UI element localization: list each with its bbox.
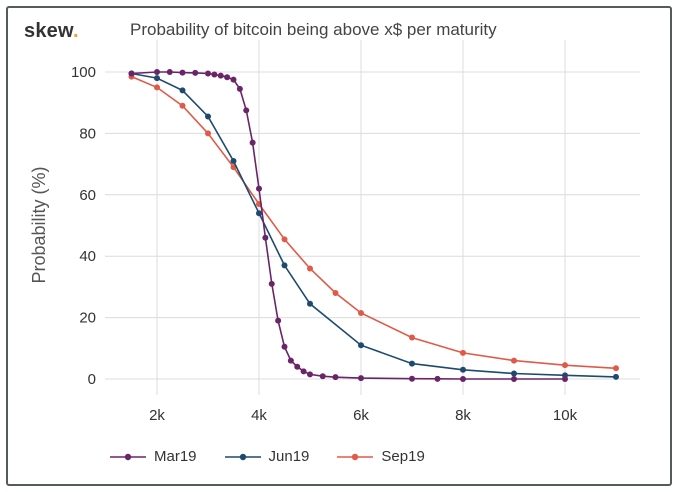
brand-name: skew bbox=[24, 20, 73, 42]
data-point bbox=[307, 371, 313, 378]
legend: Mar19 Jun19 Sep19 bbox=[110, 448, 425, 465]
data-point bbox=[409, 360, 415, 367]
data-point bbox=[230, 76, 237, 83]
data-point bbox=[287, 357, 294, 364]
data-point bbox=[358, 375, 364, 382]
x-tick-label: 6k bbox=[353, 407, 369, 424]
data-point bbox=[281, 343, 288, 350]
chart-panel bbox=[6, 6, 672, 486]
data-point bbox=[319, 373, 326, 380]
data-point bbox=[224, 74, 231, 81]
data-point bbox=[281, 236, 288, 243]
data-point bbox=[236, 85, 243, 92]
series-mar19 bbox=[128, 69, 568, 382]
series-line bbox=[131, 71, 565, 380]
data-point bbox=[613, 373, 619, 380]
legend-label: Jun19 bbox=[268, 448, 310, 465]
x-tick-label: 4k bbox=[251, 407, 267, 424]
tick-labels: 2k 4k 6k 8k 10k 0 20 40 60 80 100 bbox=[71, 64, 578, 424]
data-point bbox=[281, 262, 288, 269]
data-point bbox=[460, 376, 466, 382]
legend-label: Sep19 bbox=[381, 448, 425, 465]
data-point bbox=[205, 113, 211, 120]
data-point bbox=[249, 139, 256, 146]
data-point bbox=[511, 370, 517, 377]
brand-logo: skew. bbox=[24, 20, 79, 43]
data-point bbox=[179, 87, 186, 94]
legend-label: Mar19 bbox=[154, 448, 197, 465]
data-point bbox=[154, 75, 160, 82]
data-point bbox=[268, 280, 275, 287]
data-point bbox=[460, 366, 466, 373]
data-point bbox=[358, 342, 364, 349]
data-point bbox=[409, 334, 415, 341]
data-point bbox=[332, 290, 339, 297]
series-line bbox=[131, 72, 617, 378]
data-point bbox=[205, 130, 211, 137]
data-point bbox=[358, 309, 364, 316]
series-group bbox=[128, 69, 619, 382]
data-point bbox=[332, 374, 339, 381]
data-point bbox=[307, 265, 313, 272]
data-point bbox=[300, 368, 307, 375]
series-line bbox=[131, 75, 617, 370]
data-point bbox=[511, 376, 517, 382]
data-point bbox=[205, 70, 211, 77]
legend-item-sep19[interactable]: Sep19 bbox=[337, 448, 425, 465]
data-point bbox=[128, 70, 135, 77]
y-tick-label: 40 bbox=[79, 248, 96, 265]
y-tick-label: 100 bbox=[71, 64, 96, 81]
data-point bbox=[256, 185, 262, 192]
data-point bbox=[179, 69, 186, 76]
data-point bbox=[294, 363, 301, 370]
data-point bbox=[217, 72, 224, 79]
x-tick-label: 10k bbox=[553, 407, 578, 424]
y-tick-label: 80 bbox=[79, 125, 96, 142]
data-point bbox=[511, 357, 517, 364]
data-point bbox=[434, 375, 441, 382]
data-point bbox=[256, 210, 262, 217]
data-point bbox=[307, 300, 313, 307]
data-point bbox=[460, 349, 466, 356]
legend-item-jun19[interactable]: Jun19 bbox=[224, 448, 310, 465]
chart-title: Probability of bitcoin being above x$ pe… bbox=[130, 20, 497, 39]
legend-item-mar19[interactable]: Mar19 bbox=[110, 448, 197, 465]
x-tick-label: 8k bbox=[455, 407, 471, 424]
legend-swatch bbox=[224, 453, 261, 460]
data-point bbox=[262, 234, 269, 241]
data-point bbox=[562, 362, 568, 369]
y-tick-label: 20 bbox=[79, 310, 96, 327]
data-point bbox=[409, 375, 415, 382]
brand-dot: . bbox=[72, 20, 79, 42]
x-tick-label: 2k bbox=[149, 407, 165, 424]
series-sep19 bbox=[128, 73, 619, 372]
data-point bbox=[179, 102, 186, 109]
data-point bbox=[275, 317, 282, 324]
data-point bbox=[192, 69, 199, 76]
data-point bbox=[562, 376, 568, 382]
legend-swatch bbox=[110, 453, 146, 460]
legend-swatch bbox=[337, 453, 374, 460]
data-point bbox=[154, 69, 160, 75]
data-point bbox=[166, 69, 173, 75]
data-point bbox=[230, 158, 237, 165]
data-point bbox=[613, 365, 619, 372]
y-tick-label: 60 bbox=[79, 187, 96, 204]
data-point bbox=[243, 107, 250, 114]
data-point bbox=[154, 84, 160, 91]
y-axis-label: Probability (%) bbox=[29, 166, 49, 283]
series-jun19 bbox=[128, 70, 619, 380]
y-tick-label: 0 bbox=[88, 371, 96, 388]
data-point bbox=[211, 71, 218, 78]
